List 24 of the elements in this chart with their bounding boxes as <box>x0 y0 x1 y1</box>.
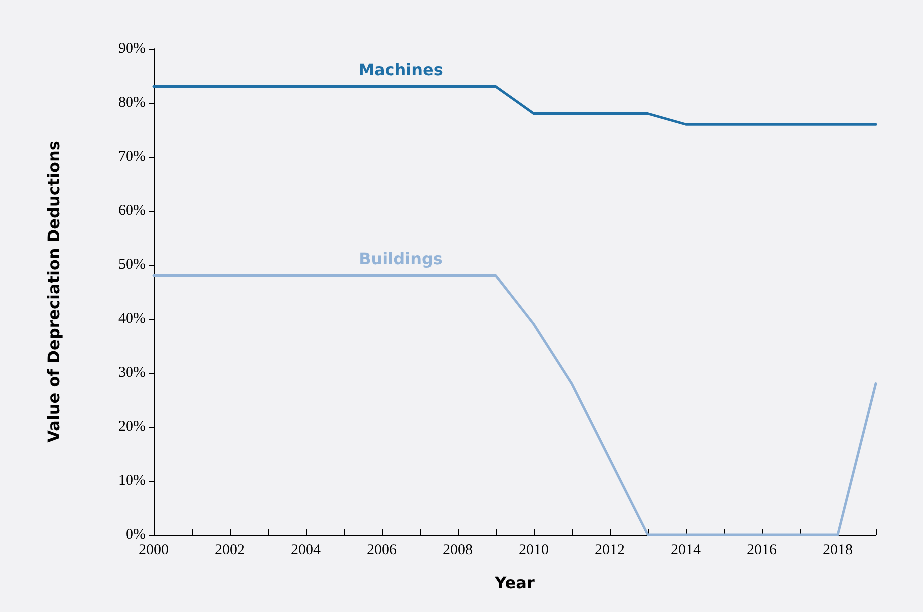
x-axis-title: Year <box>494 574 535 592</box>
x-tick-label: 2002 <box>215 542 245 558</box>
y-tick-label: 30% <box>118 365 146 381</box>
y-tick-label: 20% <box>118 419 146 435</box>
y-tick-label: 70% <box>118 149 146 165</box>
x-tick-label: 2010 <box>519 542 549 558</box>
x-tick-label: 2000 <box>139 542 169 558</box>
series-label: Machines <box>358 60 444 80</box>
y-tick-label: 10% <box>118 473 146 489</box>
y-tick-label: 0% <box>126 527 146 543</box>
y-tick-label: 80% <box>118 95 146 111</box>
x-tick-label: 2018 <box>823 542 853 558</box>
x-tick-label: 2014 <box>671 542 702 558</box>
x-tick-label: 2006 <box>367 542 398 558</box>
y-tick-label: 90% <box>118 41 146 57</box>
y-tick-label: 50% <box>118 257 146 273</box>
x-tick-label: 2012 <box>595 542 625 558</box>
x-tick-label: 2004 <box>291 542 322 558</box>
x-tick-label: 2016 <box>747 542 778 558</box>
y-axis-title: Value of Depreciation Deductions <box>44 141 64 443</box>
x-tick-label: 2008 <box>443 542 473 558</box>
y-tick-label: 60% <box>118 203 146 219</box>
series-label: Buildings <box>359 249 443 268</box>
y-tick-label: 40% <box>118 311 146 327</box>
